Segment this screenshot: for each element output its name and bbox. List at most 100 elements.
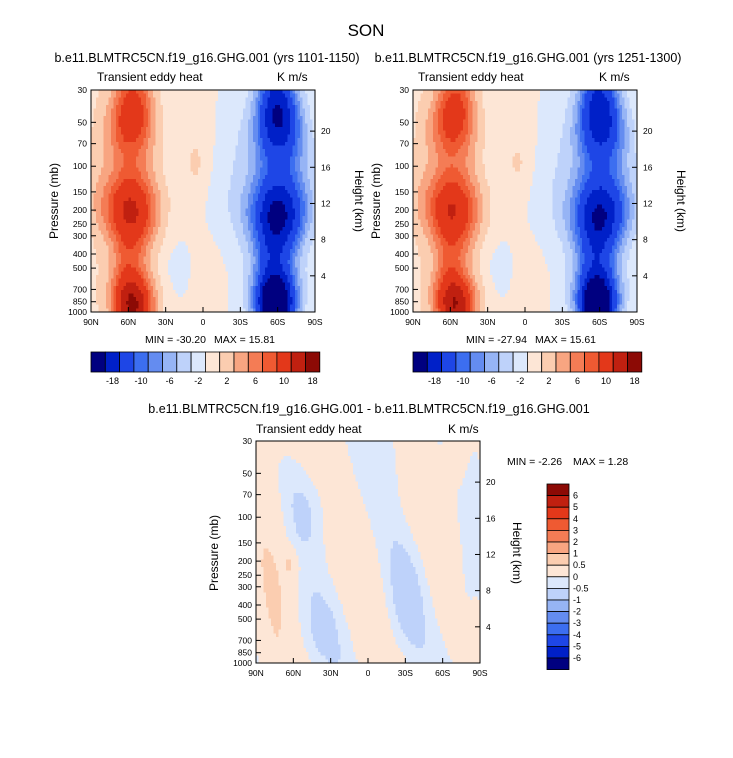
heatmap-cell	[300, 275, 309, 280]
heatmap-cell	[614, 278, 618, 283]
heatmap-cell	[135, 164, 147, 169]
heatmap-cell	[413, 141, 427, 147]
heatmap-cell	[375, 537, 414, 542]
heatmap-cell	[622, 256, 631, 261]
heatmap-cell	[417, 577, 429, 583]
heatmap-cell	[298, 618, 312, 623]
y-right-tick-label: 20	[321, 126, 331, 136]
heatmap-cell	[155, 134, 164, 139]
heatmap-cell	[582, 112, 591, 117]
heatmap-cell	[91, 278, 97, 283]
heatmap-cell	[292, 90, 296, 95]
heatmap-cell	[297, 278, 304, 283]
heatmap-cell	[190, 267, 226, 272]
heatmap-cell	[609, 252, 616, 258]
heatmap-cell	[247, 204, 251, 209]
heatmap-cell	[512, 256, 546, 261]
heatmap-cell	[557, 234, 568, 239]
heatmap-cell	[278, 489, 319, 494]
heatmap-cell	[256, 496, 282, 501]
heatmap-cell	[579, 286, 583, 291]
heatmap-cell	[470, 293, 474, 298]
heatmap-cell	[282, 267, 291, 272]
heatmap-cell	[120, 293, 129, 298]
heatmap-cell	[135, 282, 144, 287]
heatmap-cell	[537, 141, 561, 147]
heatmap-cell	[437, 308, 441, 312]
heatmap-cell	[227, 293, 244, 298]
heatmap-cell	[115, 104, 122, 110]
heatmap-cell	[589, 171, 611, 176]
heatmap-cell	[442, 637, 480, 642]
heatmap-cell	[188, 282, 229, 287]
heatmap-cell	[457, 500, 480, 505]
heatmap-cell	[435, 226, 441, 232]
heatmap-cell	[250, 208, 256, 213]
heatmap-cell	[614, 97, 618, 102]
heatmap-cell	[150, 201, 157, 206]
heatmap-cell	[420, 592, 431, 597]
heatmap-cell	[91, 127, 105, 132]
heatmap-cell	[188, 249, 222, 254]
heatmap-cell	[477, 104, 484, 110]
heatmap-cell	[622, 160, 628, 165]
heatmap-cell	[377, 552, 391, 557]
heatmap-cell	[163, 304, 229, 309]
heatmap-cell	[292, 223, 301, 228]
heatmap-cell	[280, 507, 294, 512]
heatmap-cell	[417, 581, 429, 586]
heatmap-cell	[343, 611, 389, 616]
heatmap-cell	[252, 178, 259, 184]
heatmap-cell	[437, 97, 444, 102]
heatmap-cell	[392, 544, 404, 549]
heatmap-cell	[584, 260, 593, 265]
heatmap-cell	[256, 611, 270, 616]
heatmap-cell	[427, 223, 434, 228]
heatmap-cell	[118, 241, 124, 246]
heatmap-cell	[412, 563, 424, 568]
heatmap-cell	[297, 304, 301, 309]
heatmap-cell	[579, 90, 586, 95]
heatmap-cell	[482, 241, 501, 246]
heatmap-cell	[472, 219, 479, 224]
heatmap-cell	[420, 260, 434, 265]
heatmap-cell	[539, 90, 571, 95]
heatmap-cell	[312, 123, 315, 128]
heatmap-cell	[574, 304, 578, 309]
heatmap-cell	[350, 459, 396, 464]
heatmap-cell	[477, 596, 480, 601]
heatmap-cell	[123, 241, 137, 246]
heatmap-cell	[340, 644, 354, 649]
heatmap-cell	[163, 289, 177, 295]
heatmap-cell	[173, 282, 189, 287]
heatmap-cell	[300, 204, 306, 209]
heatmap-cell	[260, 108, 266, 113]
y-tick-label: 850	[73, 297, 87, 307]
heatmap-cell	[256, 603, 267, 609]
heatmap-cell	[250, 297, 254, 302]
heatmap-cell	[198, 152, 214, 158]
colorbar-swatch	[305, 351, 321, 373]
heatmap-cell	[577, 189, 583, 195]
heatmap-cell	[472, 234, 479, 239]
heatmap-cell	[135, 267, 142, 272]
heatmap-cell	[609, 127, 618, 132]
heatmap-cell	[475, 152, 484, 158]
heatmap-cell	[148, 119, 152, 124]
heatmap-cell	[634, 193, 637, 198]
heatmap-cell	[305, 115, 311, 121]
heatmap-cell	[477, 123, 486, 128]
heatmap-cell	[622, 230, 626, 235]
heatmap-cell	[275, 633, 279, 638]
heatmap-cell	[348, 448, 396, 453]
heatmap-cell	[624, 293, 631, 298]
heatmap-cell	[460, 252, 466, 258]
heatmap-cell	[305, 108, 311, 113]
heatmap-cell	[312, 241, 315, 246]
heatmap-cell	[247, 241, 254, 246]
heatmap-cell	[148, 241, 154, 246]
heatmap-cell	[442, 93, 451, 98]
heatmap-cell	[627, 193, 636, 198]
heatmap-cell	[592, 260, 601, 265]
heatmap-cell	[247, 249, 254, 254]
